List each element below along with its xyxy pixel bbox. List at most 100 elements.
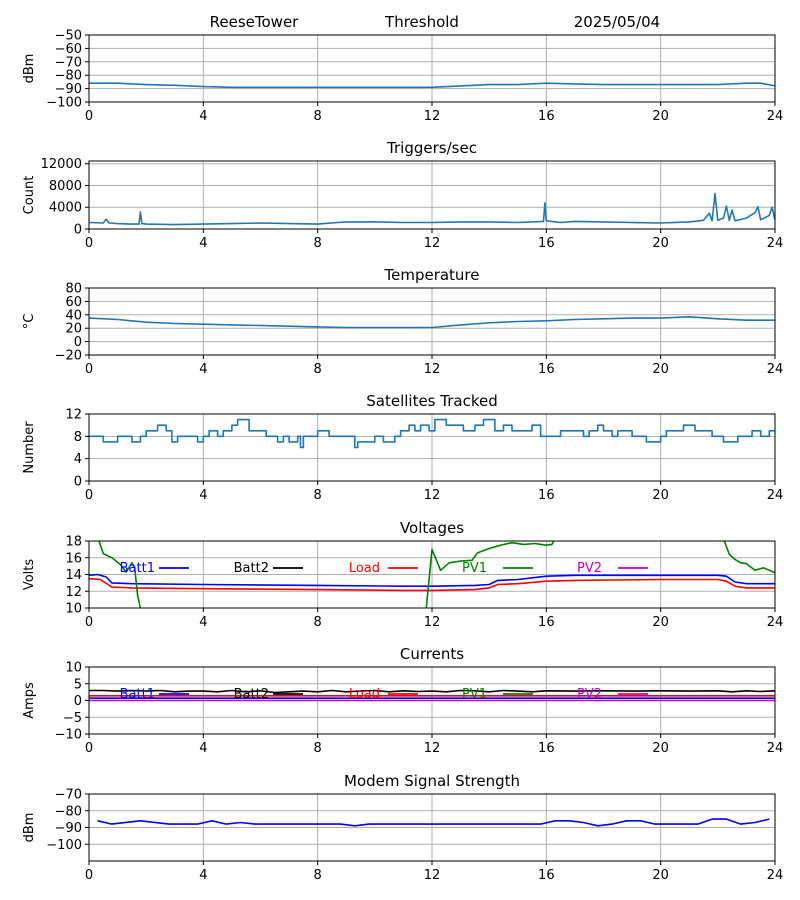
y-tick-label: −70 [55, 788, 82, 803]
x-tick-label: 0 [85, 868, 93, 883]
y-tick-label: 5 [74, 677, 82, 692]
x-tick-label: 8 [314, 109, 322, 124]
x-tick-label: 4 [199, 109, 207, 124]
x-tick-label: 20 [652, 868, 669, 883]
x-tick-label: 8 [314, 868, 322, 883]
subplot-4: 0 4 8 12 16 20 24 0 4 8 12 Satellites Tracked Number [22, 392, 783, 503]
y-tick-label: 0 [74, 223, 82, 238]
y-tick-label: 20 [65, 322, 82, 337]
y-tick-label: 60 [65, 295, 82, 310]
legend-label: Batt1 [120, 561, 155, 576]
series-line-pv1 [425, 541, 555, 608]
series-line [89, 82, 775, 89]
y-tick-label: 12 [65, 408, 82, 423]
x-tick-label: 16 [538, 362, 555, 377]
y-tick-label: 0 [74, 335, 82, 350]
x-tick-label: 24 [767, 236, 784, 251]
header-site: ReeseTower [210, 13, 300, 31]
x-tick-label: 24 [767, 615, 784, 630]
x-tick-label: 8 [314, 236, 322, 251]
y-tick-label: −80 [55, 804, 82, 819]
series-line [89, 418, 775, 449]
x-tick-label: 12 [424, 109, 441, 124]
x-tick-label: 4 [199, 488, 207, 503]
y-tick-label: −50 [55, 29, 82, 44]
legend-label: Batt1 [120, 687, 155, 702]
y-tick-label: −90 [55, 821, 82, 836]
y-tick-label: −60 [55, 42, 82, 57]
x-tick-label: 16 [538, 868, 555, 883]
subplot-1: 0 4 8 12 16 20 24 −50−60−70−80−90−100 dBm [22, 29, 783, 125]
x-tick-label: 24 [767, 362, 784, 377]
y-tick-label: 0 [74, 694, 82, 709]
y-axis-label: °C [22, 314, 37, 330]
x-tick-label: 16 [538, 615, 555, 630]
series-line-batt2 [89, 689, 775, 694]
x-tick-label: 8 [314, 362, 322, 377]
y-axis-label: dBm [22, 813, 37, 843]
series-line [89, 192, 775, 226]
x-tick-label: 0 [85, 488, 93, 503]
x-tick-label: 16 [538, 236, 555, 251]
x-tick-label: 4 [199, 362, 207, 377]
legend-label: PV1 [462, 561, 487, 576]
x-tick-label: 24 [767, 868, 784, 883]
x-tick-label: 0 [85, 109, 93, 124]
y-tick-label: 10 [65, 602, 82, 617]
x-tick-label: 16 [538, 109, 555, 124]
x-tick-label: 0 [85, 236, 93, 251]
x-tick-label: 24 [767, 488, 784, 503]
y-tick-label: 40 [65, 308, 82, 323]
y-tick-label: 4 [74, 452, 82, 467]
x-tick-label: 20 [652, 109, 669, 124]
x-tick-label: 20 [652, 615, 669, 630]
x-tick-label: 4 [199, 741, 207, 756]
legend-label: Load [349, 561, 380, 576]
subplot-title: Satellites Tracked [366, 392, 497, 410]
x-tick-label: 24 [767, 741, 784, 756]
x-tick-label: 8 [314, 741, 322, 756]
header-mode: Threshold [384, 13, 459, 31]
legend-label: PV2 [577, 687, 602, 702]
y-tick-label: 12 [65, 585, 82, 600]
series-line [89, 315, 775, 329]
y-tick-label: 14 [65, 568, 82, 583]
x-tick-label: 24 [767, 109, 784, 124]
y-tick-label: 12000 [41, 157, 82, 172]
x-tick-label: 8 [314, 488, 322, 503]
x-tick-label: 0 [85, 362, 93, 377]
y-tick-label: 16 [65, 551, 82, 566]
y-tick-label: −80 [55, 69, 82, 84]
y-tick-label: −100 [46, 838, 82, 853]
x-tick-label: 4 [199, 615, 207, 630]
y-tick-label: −70 [55, 55, 82, 70]
x-tick-label: 16 [538, 488, 555, 503]
x-tick-label: 16 [538, 741, 555, 756]
x-tick-label: 0 [85, 741, 93, 756]
x-tick-label: 4 [199, 868, 207, 883]
y-tick-label: 8 [74, 430, 82, 445]
x-tick-label: 20 [652, 362, 669, 377]
x-tick-label: 12 [424, 741, 441, 756]
y-tick-label: −5 [63, 711, 82, 726]
y-axis-label: dBm [22, 54, 37, 84]
y-tick-label: 8000 [49, 179, 82, 194]
y-tick-label: 18 [65, 535, 82, 550]
legend-label: Batt2 [234, 561, 269, 576]
subplot-title: Voltages [400, 519, 464, 537]
series-line-load [89, 577, 775, 592]
header-date: 2025/05/04 [574, 13, 660, 31]
y-tick-label: −100 [46, 96, 82, 111]
legend-label: PV1 [462, 687, 487, 702]
x-tick-label: 12 [424, 236, 441, 251]
x-tick-label: 20 [652, 236, 669, 251]
y-tick-label: −10 [55, 728, 82, 743]
legend-label: Load [349, 687, 380, 702]
y-tick-label: −90 [55, 82, 82, 97]
x-tick-label: 12 [424, 362, 441, 377]
